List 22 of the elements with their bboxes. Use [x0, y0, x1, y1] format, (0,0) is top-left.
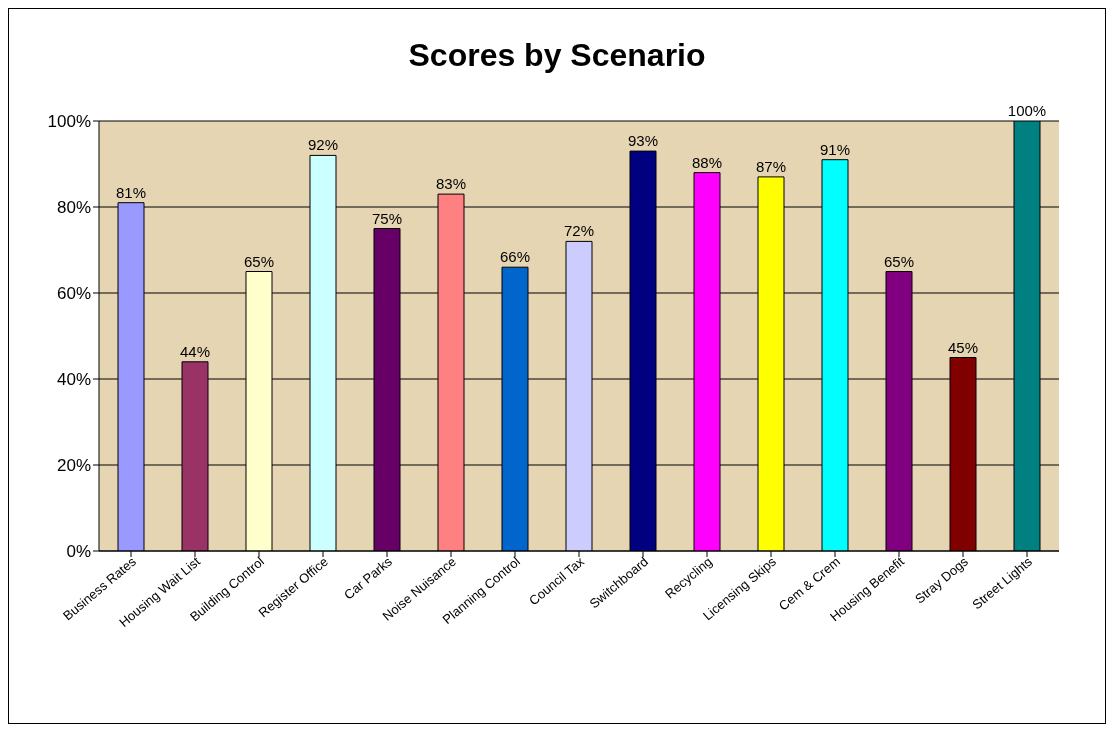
y-tick-label: 60% [56, 284, 91, 304]
data-label: 72% [563, 222, 595, 240]
data-label: 88% [691, 153, 723, 171]
data-label: 75% [371, 209, 403, 227]
y-tick-label: 40% [56, 370, 91, 390]
y-tick-label: 0% [66, 542, 91, 562]
data-label: 44% [179, 342, 211, 360]
data-label: 91% [819, 140, 851, 158]
data-label: 92% [307, 136, 339, 154]
y-tick-label: 80% [56, 198, 91, 218]
data-label: 45% [947, 338, 979, 356]
y-tick-label: 20% [56, 456, 91, 476]
data-label: 87% [755, 157, 787, 175]
data-label: 100% [1007, 102, 1047, 119]
data-label: 66% [499, 248, 531, 266]
chart-title: Scores by Scenario [407, 36, 707, 75]
data-label: 93% [627, 132, 659, 150]
data-label: 65% [243, 252, 275, 270]
data-label: 83% [435, 175, 467, 193]
data-label: 65% [883, 252, 915, 270]
data-label: 81% [115, 183, 147, 201]
y-tick-label: 100% [47, 112, 91, 132]
